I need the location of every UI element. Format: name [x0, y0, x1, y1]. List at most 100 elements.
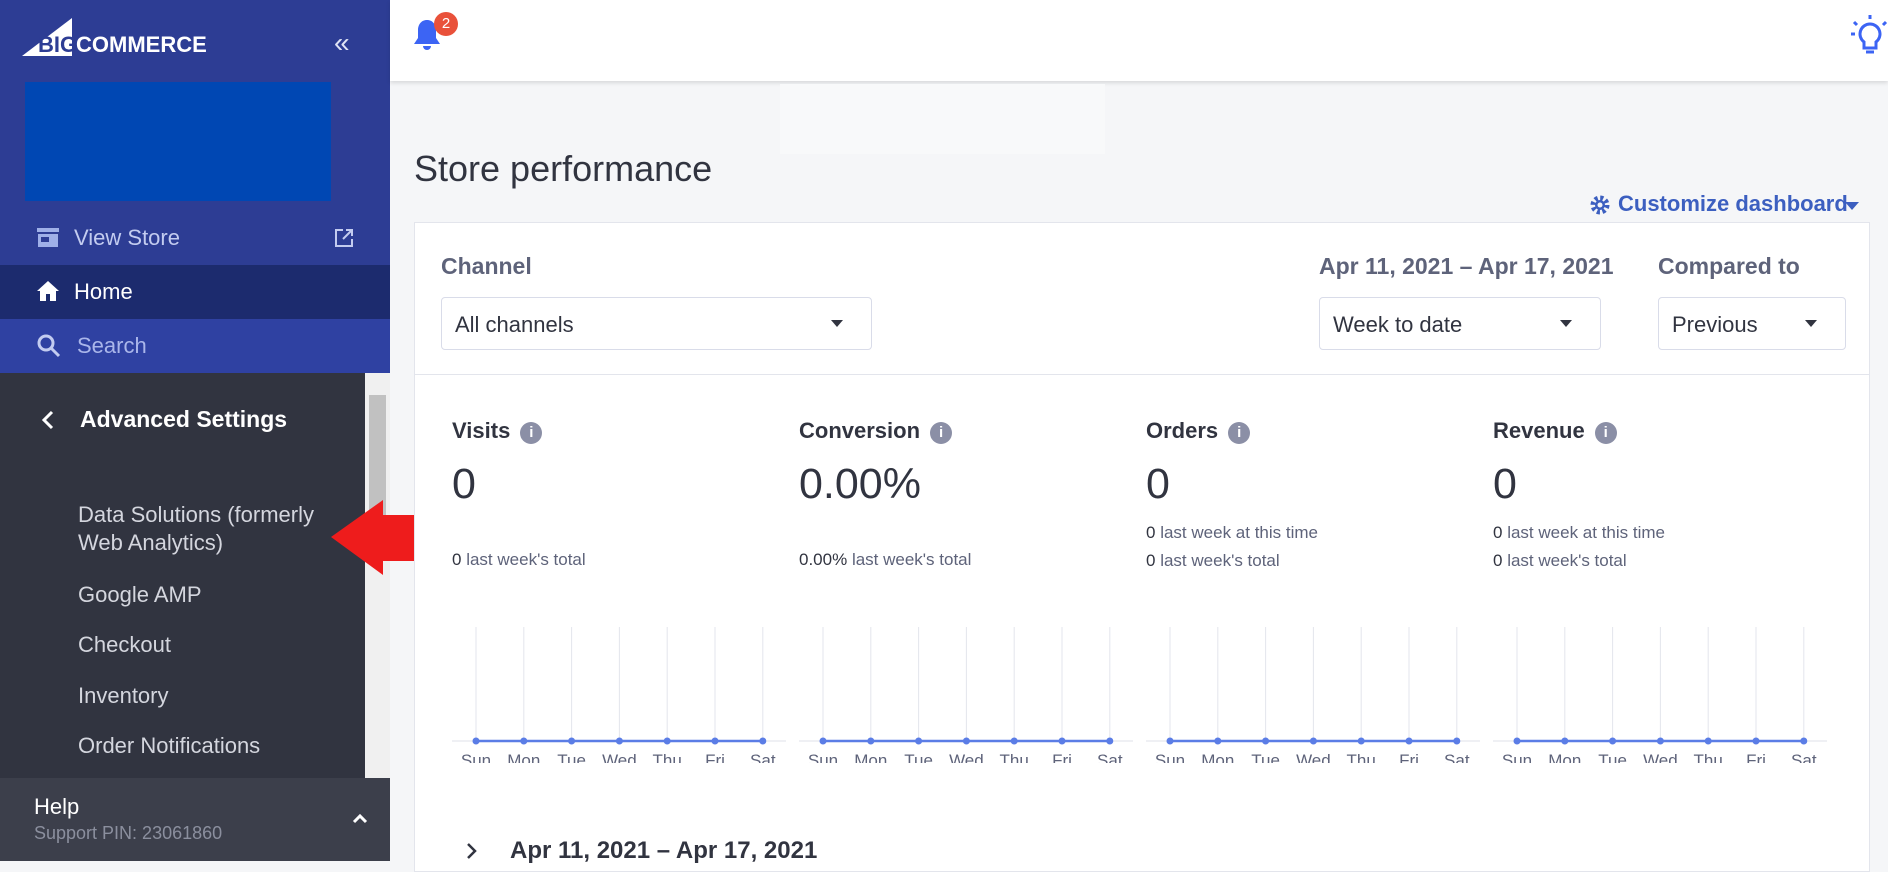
collapse-button[interactable]: « [334, 27, 350, 58]
menu-item[interactable]: Order Notifications [78, 733, 261, 758]
data-point [1609, 737, 1617, 745]
support-pin: Support PIN: 23061860 [34, 823, 223, 843]
info-icon[interactable]: i [520, 422, 543, 444]
channel-value: All channels [455, 312, 574, 337]
logo-mark [22, 18, 72, 56]
day-label: Thu [1347, 751, 1376, 763]
metric-name: Visits [452, 418, 511, 443]
period-select[interactable]: Week to date [1319, 297, 1601, 350]
data-point [962, 737, 970, 745]
day-label: Sat [1791, 751, 1817, 763]
menu-item[interactable]: Google AMP [78, 582, 202, 607]
metric-name: Conversion [799, 418, 921, 443]
period-value: Week to date [1333, 312, 1463, 337]
day-label: Wed [1643, 751, 1678, 763]
data-point [568, 737, 576, 745]
metric-line: 0 last week at this time [1493, 523, 1665, 543]
info-icon[interactable]: i [1594, 422, 1617, 444]
info-icon[interactable]: i [1228, 422, 1251, 444]
line-value: 0.00% [799, 550, 848, 569]
back-icon[interactable] [40, 409, 56, 431]
divider [415, 374, 1869, 375]
day-label: Tue [1598, 751, 1627, 763]
day-label: Fri [1399, 751, 1419, 763]
search: Search [77, 333, 147, 358]
day-label: Wed [1296, 751, 1331, 763]
metric-line: 0.00% last week's total [799, 550, 971, 570]
menu-item[interactable]: Inventory [78, 683, 169, 708]
channel-label: Channel [441, 253, 532, 279]
data-point [711, 737, 719, 745]
data-point [1309, 737, 1317, 745]
data-point [472, 737, 480, 745]
day-label: Tue [557, 751, 586, 763]
data-point [1058, 737, 1066, 745]
mini-chart: Sun Mon Tue Wed Thu Fri Sat [799, 627, 1133, 763]
compared-select[interactable]: Previous [1658, 297, 1846, 350]
line-value: 0 [1493, 523, 1503, 542]
data-point [819, 737, 827, 745]
day-label: Sat [750, 751, 776, 763]
day-label: Tue [1251, 751, 1280, 763]
data-point [1752, 737, 1760, 745]
metric-value: 0 [1493, 460, 1517, 508]
search-row[interactable]: Search [0, 319, 390, 373]
metric-value: 0.00% [799, 460, 921, 508]
line-text: last week at this time [1507, 523, 1665, 542]
help-panel[interactable]: Help Support PIN: 23061860 [0, 778, 390, 861]
day-label: Sun [1502, 751, 1532, 763]
view-store-row[interactable]: View Store [0, 211, 390, 265]
view-store: View Store [74, 225, 180, 250]
notification-badge: 2 [434, 12, 458, 36]
day-label: Sun [461, 751, 491, 763]
data-point [1214, 737, 1222, 745]
home-icon [37, 281, 59, 301]
menu-item[interactable]: Checkout [78, 632, 171, 657]
data-point [1357, 737, 1365, 745]
data-point [1262, 737, 1270, 745]
day-label: Wed [949, 751, 984, 763]
caret [1845, 202, 1859, 210]
section-title: Advanced Settings [80, 406, 288, 432]
day-label: Tue [904, 751, 933, 763]
line-text: last week at this time [1160, 523, 1318, 542]
performance-card: Channel All channels Apr 11, 2021 – Apr … [414, 222, 1870, 872]
data-point [1656, 737, 1664, 745]
data-point [1561, 737, 1569, 745]
expand-chevron[interactable] [465, 841, 479, 861]
menu-panel: Advanced Settings Data Solutions (former… [0, 373, 390, 778]
logo-big: BIG [38, 32, 78, 57]
home-row[interactable]: Home [0, 265, 390, 319]
day-label: Fri [705, 751, 725, 763]
data-point [1513, 737, 1521, 745]
period-heading: Apr 11, 2021 – Apr 17, 2021 [510, 837, 818, 864]
menu-item[interactable]: Data Solutions (formerly Web Analytics) [78, 502, 314, 555]
bell-icon[interactable] [412, 18, 442, 52]
info-icon[interactable]: i [930, 422, 953, 444]
metric-line: 0 last week's total [452, 550, 586, 570]
day-label: Sun [808, 751, 838, 763]
data-point [520, 737, 528, 745]
lightbulb-icon[interactable] [1850, 14, 1888, 60]
line-value: 0 [1146, 523, 1156, 542]
external-icon [335, 229, 353, 247]
date-range: Apr 11, 2021 – Apr 17, 2021 [1319, 253, 1614, 279]
metric-name: Revenue [1493, 418, 1585, 443]
compared-value: Previous [1672, 312, 1758, 337]
home: Home [74, 279, 133, 304]
line-text: last week's total [1160, 551, 1280, 570]
data-point [663, 737, 671, 745]
day-label: Sat [1097, 751, 1123, 763]
day-label: Sat [1444, 751, 1470, 763]
data-point [1800, 737, 1808, 745]
channel-select[interactable]: All channels [441, 297, 872, 350]
data-point [915, 737, 923, 745]
sidebar: BIG COMMERCE « View Store Home Search Ad… [0, 0, 390, 861]
line-text: last week's total [1507, 551, 1627, 570]
line-value: 0 [1146, 551, 1156, 570]
metric-line: 0 last week's total [1493, 551, 1627, 571]
day-label: Mon [1548, 751, 1581, 763]
scrollbar-thumb [369, 395, 386, 515]
line-value: 0 [452, 550, 462, 569]
data-point [1010, 737, 1018, 745]
